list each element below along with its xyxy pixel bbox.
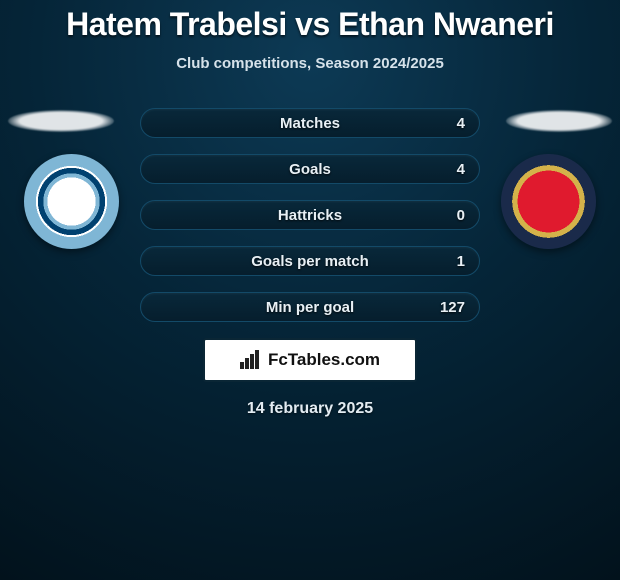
- stat-right-value: 0: [443, 201, 479, 229]
- stat-row-min-per-goal: Min per goal 127: [140, 292, 480, 322]
- bar-chart-icon: [240, 349, 262, 371]
- player-right-shadow: [506, 110, 612, 132]
- arsenal-crest-icon: [501, 154, 596, 249]
- mancity-crest-icon: [24, 154, 119, 249]
- stat-label: Goals: [141, 155, 479, 183]
- stat-rows: Matches 4 Goals 4 Hattricks 0 Goals per …: [140, 108, 480, 338]
- player-left-shadow: [8, 110, 114, 132]
- stat-label: Goals per match: [141, 247, 479, 275]
- stat-row-goals-per-match: Goals per match 1: [140, 246, 480, 276]
- comparison-title: Hatem Trabelsi vs Ethan Nwaneri: [0, 6, 620, 43]
- stat-right-value: 4: [443, 109, 479, 137]
- stat-label: Matches: [141, 109, 479, 137]
- comparison-stage: Matches 4 Goals 4 Hattricks 0 Goals per …: [0, 90, 620, 330]
- fctables-logo-text: FcTables.com: [268, 350, 380, 370]
- stat-right-value: 127: [426, 293, 479, 321]
- stat-right-value: 1: [443, 247, 479, 275]
- stat-label: Hattricks: [141, 201, 479, 229]
- stat-right-value: 4: [443, 155, 479, 183]
- stat-row-hattricks: Hattricks 0: [140, 200, 480, 230]
- fctables-logo[interactable]: FcTables.com: [203, 338, 417, 382]
- stat-row-matches: Matches 4: [140, 108, 480, 138]
- comparison-subtitle: Club competitions, Season 2024/2025: [0, 55, 620, 72]
- comparison-date: 14 february 2025: [0, 400, 620, 418]
- stat-row-goals: Goals 4: [140, 154, 480, 184]
